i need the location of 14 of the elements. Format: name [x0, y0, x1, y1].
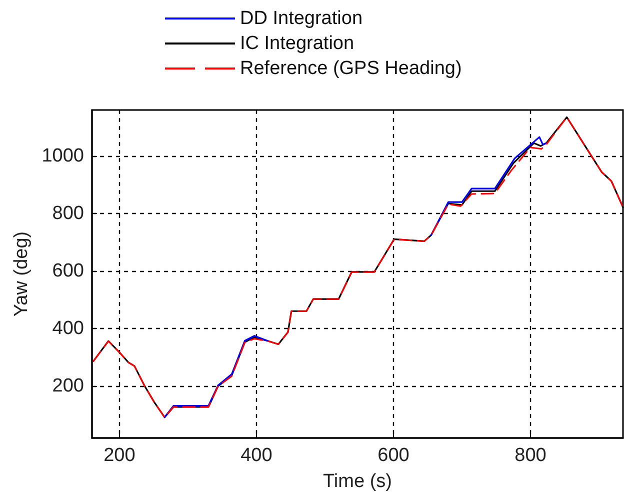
x-axis-title: Time (s)	[323, 471, 392, 492]
y-tick-label: 200	[52, 376, 84, 397]
y-tick-label: 600	[52, 260, 84, 282]
x-tick-label: 400	[240, 445, 272, 466]
legend-label: DD Integration	[240, 8, 363, 29]
x-tick-label: 600	[378, 445, 410, 466]
legend-label: IC Integration	[240, 33, 354, 54]
y-axis-title: Yaw (deg)	[10, 231, 32, 317]
y-tick-label: 1000	[42, 146, 84, 167]
x-tick-label: 800	[514, 445, 546, 466]
y-tick-label: 800	[52, 203, 84, 224]
legend-label: Reference (GPS Heading)	[240, 58, 462, 79]
y-tick-label: 400	[52, 318, 84, 340]
x-tick-label: 200	[104, 445, 136, 466]
